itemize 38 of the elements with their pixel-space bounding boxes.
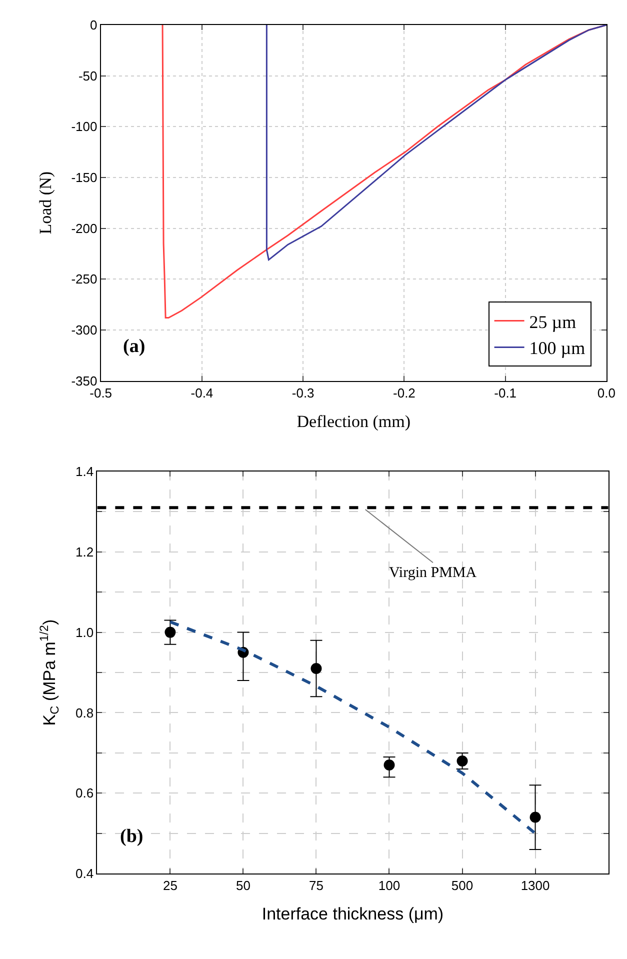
y-tick-label: 0 bbox=[90, 17, 98, 32]
y-tick-label: 1.4 bbox=[76, 464, 94, 479]
annotation: (a) bbox=[123, 336, 146, 357]
point bbox=[164, 626, 176, 638]
y-tick-label: 0.4 bbox=[76, 866, 94, 882]
point bbox=[530, 812, 541, 823]
line-series bbox=[266, 24, 606, 261]
y-tick-label: 0.6 bbox=[76, 786, 94, 801]
y-tick-label: -300 bbox=[71, 322, 98, 338]
y-tick-label: -150 bbox=[71, 170, 98, 186]
annotation: (b) bbox=[120, 826, 144, 847]
legend-label: 25 µm bbox=[529, 312, 576, 332]
x-tick-label: 50 bbox=[236, 878, 250, 894]
x-tick-label: 500 bbox=[451, 878, 474, 894]
y-tick-label: -50 bbox=[78, 68, 98, 84]
y-tick-label: 0.8 bbox=[76, 705, 94, 720]
line-series bbox=[168, 620, 537, 835]
x-axis-title: Deflection (mm) bbox=[296, 412, 411, 431]
y-tick-label: 1.0 bbox=[76, 624, 94, 640]
x-tick-label: -0.2 bbox=[393, 385, 416, 400]
x-tick-label: 100 bbox=[378, 878, 400, 894]
x-tick-label: -0.3 bbox=[292, 385, 314, 400]
x-axis-title: Interface thickness (μm) bbox=[262, 904, 444, 924]
x-tick-label: 25 bbox=[162, 878, 178, 894]
y-tick-label: 1.2 bbox=[76, 544, 94, 560]
x-tick-label: -0.1 bbox=[494, 385, 517, 400]
ref-line-label: Virgin PMMA bbox=[389, 565, 477, 581]
y-tick-label: -100 bbox=[71, 119, 98, 134]
y-tick-label: -250 bbox=[71, 272, 98, 287]
point bbox=[384, 760, 395, 771]
point bbox=[310, 663, 322, 674]
legend-label: 100 µm bbox=[529, 338, 586, 358]
y-axis-title: Load (N) bbox=[36, 171, 55, 234]
x-tick-label: 1300 bbox=[520, 878, 550, 894]
x-tick-label: 75 bbox=[309, 878, 324, 894]
x-tick-label: 0.0 bbox=[597, 385, 616, 400]
y-tick-label: -200 bbox=[71, 220, 98, 236]
x-tick-label: -0.4 bbox=[190, 385, 214, 400]
